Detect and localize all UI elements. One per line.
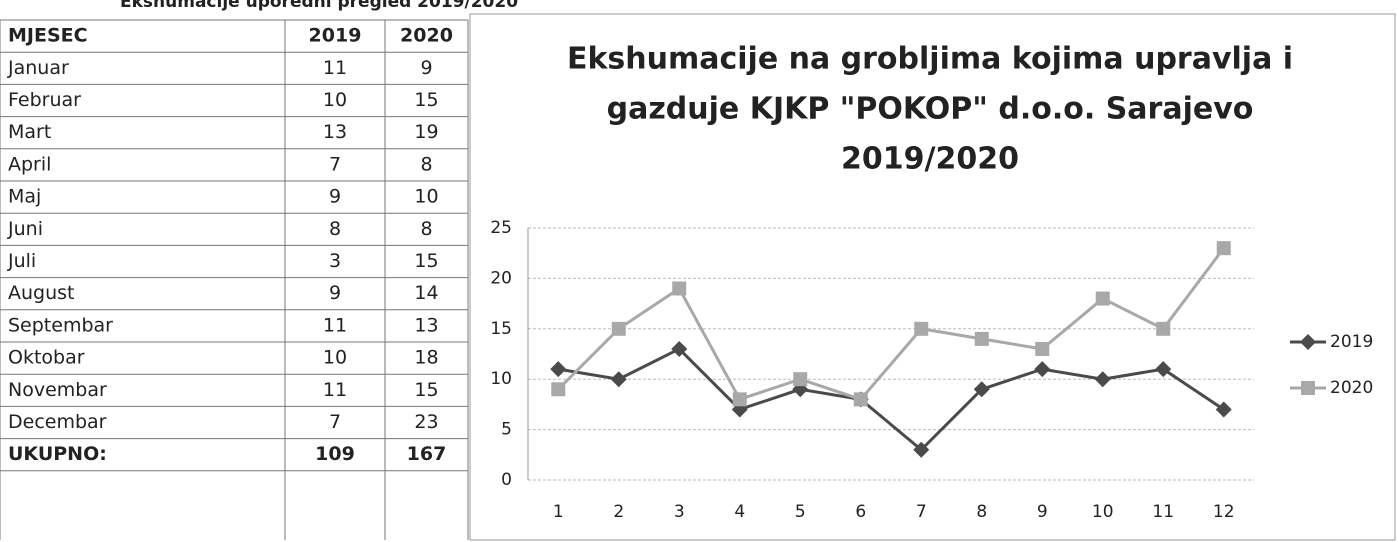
table-cell: 18 [414, 347, 438, 369]
x-tick-label: 12 [1213, 502, 1235, 522]
y-tick-label: 20 [490, 268, 512, 288]
table-cell: 11 [323, 314, 347, 336]
y-tick-label: 5 [501, 420, 512, 440]
x-tick-label: 7 [916, 502, 927, 522]
chart-frame [469, 13, 1396, 541]
table-cell: 11 [323, 379, 347, 401]
y-tick-label: 0 [501, 470, 512, 490]
table-cell: Decembar [8, 411, 107, 433]
data-point [913, 441, 930, 458]
table-cell: 7 [329, 411, 341, 433]
table-cell: 2019 [309, 25, 362, 47]
table-cell: 11 [323, 57, 347, 79]
table-cell: 7 [329, 153, 341, 175]
data-point [732, 392, 747, 407]
x-tick-label: 9 [1037, 502, 1048, 522]
table-cell: April [8, 153, 51, 175]
table-cell: Juli [7, 250, 36, 272]
table-cell: 8 [420, 218, 432, 240]
x-tick-label: 2 [613, 502, 624, 522]
legend-marker [1301, 381, 1315, 395]
table-cell: 8 [420, 153, 432, 175]
chart-title: 2019/2020 [841, 142, 1019, 177]
data-point [1216, 241, 1231, 256]
legend-marker [1300, 334, 1316, 350]
table-cell: August [8, 282, 75, 304]
y-tick-label: 25 [490, 218, 512, 238]
table-cell: Novembar [8, 379, 107, 401]
x-tick-label: 3 [674, 502, 685, 522]
table-cell: 9 [329, 282, 341, 304]
data-point [1035, 341, 1050, 356]
table-cell: 15 [414, 89, 438, 111]
table-cell: 14 [414, 282, 438, 304]
table-cell: 23 [414, 411, 438, 433]
data-point [1094, 371, 1111, 388]
table-cell: 15 [414, 250, 438, 272]
table-cell: 19 [414, 121, 438, 143]
table-cell: UKUPNO: [8, 443, 107, 465]
data-point [973, 381, 990, 398]
data-point [1034, 361, 1051, 378]
page-title: Ekshumacije uporedni pregled 2019/2020 [120, 0, 518, 12]
table-cell: Septembar [8, 314, 113, 336]
data-point [853, 392, 868, 407]
data-point [551, 382, 566, 397]
table-cell: Juni [7, 218, 43, 240]
chart-title: gazduje KJKP "POKOP" d.o.o. Sarajevo [607, 92, 1254, 127]
table-cell: Mart [8, 121, 51, 143]
y-tick-label: 15 [490, 319, 512, 339]
data-point [974, 331, 989, 346]
table-cell: 15 [414, 379, 438, 401]
table-cell: 8 [329, 218, 341, 240]
x-tick-label: 4 [734, 502, 745, 522]
data-point [672, 281, 687, 296]
x-tick-label: 8 [976, 502, 987, 522]
data-point [914, 321, 929, 336]
x-tick-label: 1 [553, 502, 564, 522]
data-point [550, 361, 567, 378]
x-tick-label: 11 [1152, 502, 1174, 522]
table-cell: 9 [329, 186, 341, 208]
data-point [1155, 361, 1172, 378]
data-point [611, 321, 626, 336]
table-cell: 10 [323, 347, 347, 369]
y-tick-label: 10 [490, 369, 512, 389]
series-line [558, 347, 1225, 452]
chart-title: Ekshumacije na grobljima kojima upravlja… [567, 42, 1293, 77]
data-point [1156, 321, 1171, 336]
legend-label: 2019 [1330, 332, 1373, 352]
series-line [557, 247, 1225, 402]
data-point [1095, 291, 1110, 306]
table-cell: Februar [8, 89, 81, 111]
table-cell: 109 [315, 443, 355, 465]
table-cell: 9 [420, 57, 432, 79]
table-cell: 2020 [400, 25, 453, 47]
x-tick-label: 5 [795, 502, 806, 522]
data-point [793, 372, 808, 387]
table-cell: 167 [407, 443, 447, 465]
table-cell: 10 [323, 89, 347, 111]
table-cell: 3 [329, 250, 341, 272]
x-tick-label: 10 [1092, 502, 1114, 522]
x-tick-label: 6 [855, 502, 866, 522]
table-cell: MJESEC [8, 25, 88, 47]
data-point [1215, 401, 1232, 418]
legend-label: 2020 [1330, 378, 1373, 398]
table-cell: 10 [414, 186, 438, 208]
table-cell: 13 [414, 314, 438, 336]
table-cell: Oktobar [8, 347, 85, 369]
table-cell: 13 [323, 121, 347, 143]
table-cell: Maj [8, 186, 41, 208]
table-cell: Januar [7, 57, 69, 79]
data-point [671, 340, 688, 357]
data-point [610, 371, 627, 388]
